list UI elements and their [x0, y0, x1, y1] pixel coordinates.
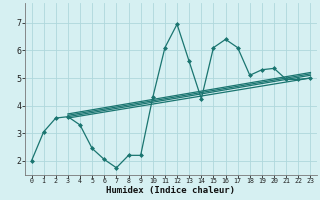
- X-axis label: Humidex (Indice chaleur): Humidex (Indice chaleur): [107, 186, 236, 195]
